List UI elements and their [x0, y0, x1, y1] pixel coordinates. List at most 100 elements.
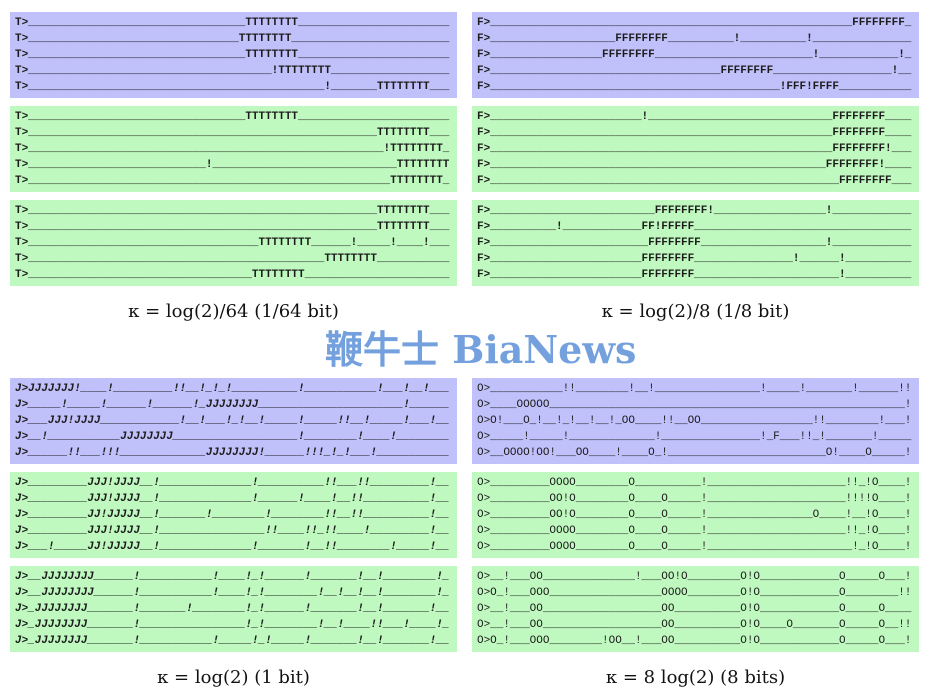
- sequence-text: _________JJ!JJJJJ__!_______!________!___…: [28, 509, 450, 521]
- sequence-text: _________________________________TTTTTTT…: [28, 111, 450, 123]
- sequence-prefix: J>: [15, 571, 29, 583]
- sequence-text: ___________________________________TTTTT…: [28, 237, 450, 249]
- sequence-line: T>__________________________________TTTT…: [15, 267, 457, 283]
- sequence-prefix: O>: [477, 603, 491, 615]
- sequence-line: F>___________________FFFFFFFF__________!…: [477, 31, 919, 47]
- sequence-text: _______________________!________________…: [490, 111, 912, 123]
- sequence-panel: J>_________JJJ!JJJJ__!______________!___…: [10, 472, 457, 558]
- sequence-prefix: J>: [15, 603, 29, 615]
- sequence-line: F>______________________________________…: [477, 157, 919, 173]
- sequence-line: J>_JJJJJJJJ_______!_______!________!_!__…: [15, 601, 457, 617]
- sequence-prefix: J>: [15, 493, 29, 505]
- sequence-line: O>O_!___OOO_________________OOOO________…: [477, 585, 919, 601]
- sequence-line: O>_________OOOO________O____O_____!_____…: [477, 539, 919, 555]
- sequence-text: ________________________________________…: [28, 221, 450, 233]
- sequence-text: _JJJJJJJJ_______!___________!_____!_!___…: [28, 635, 450, 647]
- sequence-text: ________________________FFFFFFFF________…: [490, 237, 912, 249]
- sequence-prefix: J>: [15, 541, 29, 553]
- sequence-line: J>_JJJJJJJJ_______!___________!_____!_!_…: [15, 633, 457, 649]
- sequence-line: O>__!___OO__________________OO__________…: [477, 617, 919, 633]
- sequence-line: J>___!_____JJ!JJJJJ__!______________!___…: [15, 539, 457, 555]
- sequence-prefix: T>: [15, 205, 29, 217]
- sequence-line: J>_JJJJJJJJ_______!________________!_!__…: [15, 617, 457, 633]
- sequence-line: F>______________________________________…: [477, 125, 919, 141]
- sequence-text: ____OOOOO_______________________________…: [490, 399, 912, 411]
- sequence-text: __________!____________FF!FFFFF_________…: [490, 221, 912, 233]
- sequence-prefix: F>: [477, 33, 491, 45]
- sequence-prefix: O>: [477, 477, 491, 489]
- sequence-text: ________________________________________…: [28, 81, 450, 93]
- sequence-prefix: T>: [15, 143, 29, 155]
- sequence-text: __!___OO__________________OO__________O!…: [490, 619, 912, 631]
- sequence-text: _____!_____!______!______!_JJJJJJJJ_____…: [28, 399, 450, 411]
- sequence-text: ________________________________________…: [490, 143, 912, 155]
- sequence-text: _________JJJ!JJJJ__!______________!_____…: [28, 493, 450, 505]
- sequence-line: F>______________________________________…: [477, 79, 919, 95]
- sequence-prefix: O>: [477, 587, 491, 599]
- sequence-text: _________JJJ!JJJJ__!________________!!__…: [28, 525, 450, 537]
- sequence-line: T>______________________________________…: [15, 251, 457, 267]
- sequence-line: J>_________JJ!JJJJJ__!_______!________!_…: [15, 507, 457, 523]
- sequence-text: __JJJJJJJJ______!___________!____!_!____…: [28, 587, 450, 599]
- sequence-prefix: T>: [15, 49, 29, 61]
- sequence-line: T>___________________________________TTT…: [15, 235, 457, 251]
- sequence-prefix: T>: [15, 81, 29, 93]
- sequence-panel: F> _______________________!______________…: [472, 106, 919, 192]
- sequence-prefix: F>: [477, 65, 491, 77]
- sequence-prefix: F>: [477, 143, 491, 155]
- sequence-text: ________________________________________…: [490, 127, 912, 139]
- sequence-panel: T> _________________________________TTTTT…: [10, 12, 457, 98]
- sequence-text: ________________________________________…: [28, 205, 450, 217]
- panel-caption: κ = log(2)/64 (1/64 bit): [128, 301, 339, 322]
- sequence-prefix: T>: [15, 159, 29, 171]
- sequence-line: F>_______________________FFFFFFFF_______…: [477, 251, 919, 267]
- sequence-line: J>JJJJJJJ!____!_________!!__!_!_!_______…: [15, 381, 457, 397]
- sequence-prefix: F>: [477, 253, 491, 265]
- sequence-line: T>______________________________________…: [15, 203, 457, 219]
- sequence-text: ______!!___!!!_____________JJJJJJJJ!____…: [28, 447, 450, 459]
- sequence-text: _______________________FFFFFFFF_________…: [490, 269, 912, 281]
- sequence-text: O!___O_!__!_!__!__!_OO____!!__OO________…: [490, 415, 912, 427]
- sequence-line: O>_________OO!O________O____O_____!_____…: [477, 507, 919, 523]
- sequence-line: O>_________OOOO________O____O_____!_____…: [477, 523, 919, 539]
- sequence-prefix: J>: [15, 383, 29, 395]
- sequence-prefix: T>: [15, 175, 29, 187]
- sequence-text: ___________!!________!__!_______________…: [490, 383, 912, 395]
- sequence-text: _________OO!O________O____O_____!_______…: [490, 493, 912, 505]
- sequence-line: T>______________________________________…: [15, 125, 457, 141]
- sequence-prefix: T>: [15, 127, 29, 139]
- sequence-text: _________________________________TTTTTTT…: [28, 17, 450, 29]
- sequence-prefix: O>: [477, 493, 491, 505]
- sequence-line: T>_________________________________TTTTT…: [15, 15, 457, 31]
- sequence-text: _______________________FFFFFFFF_________…: [490, 253, 912, 265]
- sequence-prefix: F>: [477, 159, 491, 171]
- sequence-prefix: F>: [477, 269, 491, 281]
- sequence-text: ___________________________!____________…: [28, 159, 450, 171]
- sequence-text: ________________________________________…: [28, 143, 450, 155]
- sequence-panel: J>__JJJJJJJJ______!___________!____!_!__…: [10, 566, 457, 652]
- sequence-prefix: F>: [477, 221, 491, 233]
- sequence-line: F>_________________________FFFFFFFF!____…: [477, 203, 919, 219]
- sequence-line: O>____OOOOO_____________________________…: [477, 397, 919, 413]
- sequence-line: T>______________________________________…: [15, 79, 457, 95]
- sequence-prefix: O>: [477, 399, 491, 411]
- sequence-line: F>_______________________!______________…: [477, 109, 919, 125]
- sequence-line: J>_________JJJ!JJJJ__!______________!___…: [15, 491, 457, 507]
- sequence-panel: O>__!___OO______________!___OO!O________…: [472, 566, 919, 652]
- sequence-panel: O>_________OOOO________O__________!_____…: [472, 472, 919, 558]
- sequence-line: F>______________________________________…: [477, 173, 919, 189]
- sequence-prefix: J>: [15, 431, 29, 443]
- panel-caption: κ = log(2)/8 (1/8 bit): [601, 301, 790, 322]
- sequence-prefix: O>: [477, 431, 491, 443]
- sequence-line: T>______________________________________…: [15, 141, 457, 157]
- sequence-text: _________JJJ!JJJJ__!______________!_____…: [28, 477, 450, 489]
- sequence-prefix: F>: [477, 17, 491, 29]
- sequence-prefix: J>: [15, 587, 29, 599]
- panel-caption: κ = log(2) (1 bit): [157, 667, 310, 688]
- sequence-text: _JJJJJJJJ_______!________________!_!____…: [28, 619, 450, 631]
- sequence-line: O>__!___OO__________________OO__________…: [477, 601, 919, 617]
- sequence-panel: J>JJJJJJJ!____!_________!!__!_!_!_______…: [10, 378, 457, 464]
- sequence-line: T>________________________________TTTTTT…: [15, 31, 457, 47]
- sequence-line: J>__JJJJJJJJ______!___________!____!_!__…: [15, 585, 457, 601]
- sequence-prefix: F>: [477, 127, 491, 139]
